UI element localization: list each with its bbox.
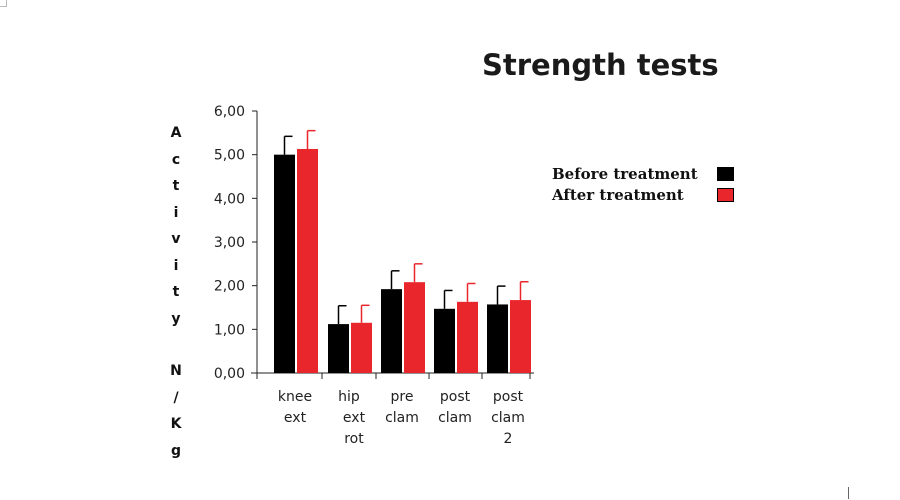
bar-after-1 — [351, 322, 372, 373]
y-tick-label: 4,00 — [214, 191, 245, 207]
y-label-letter: t — [172, 284, 180, 300]
y-label-letter: N — [170, 363, 182, 379]
y-tick-label: 5,00 — [214, 148, 245, 164]
chart-title: Strength tests — [482, 48, 719, 82]
x-category-label: ext — [284, 410, 307, 426]
x-category-label: pre — [391, 389, 414, 405]
bar-before-4 — [487, 304, 508, 373]
bar-after-4 — [510, 300, 531, 373]
bar-after-0 — [297, 148, 318, 373]
y-tick-label: 3,00 — [214, 235, 245, 251]
y-label-letter: y — [171, 310, 181, 327]
y-label-letter: / — [173, 389, 179, 406]
x-category-label: rot — [344, 431, 364, 447]
x-category-label: post — [440, 389, 471, 405]
y-tick-label: 1,00 — [214, 322, 245, 338]
y-tick-label: 6,00 — [214, 104, 245, 120]
legend-swatch — [717, 166, 734, 181]
legend: Before treatment After treatment — [552, 163, 734, 205]
bar-after-2 — [404, 282, 425, 373]
legend-label: Before treatment — [552, 164, 698, 183]
x-category-label: post — [493, 389, 524, 405]
y-label-letter: t — [172, 178, 180, 194]
legend-swatch — [717, 187, 734, 202]
y-tick-label: 2,00 — [214, 279, 245, 295]
y-label-letter: c — [171, 151, 181, 168]
x-category-label: ext — [343, 410, 366, 426]
y-label-letter: i — [173, 204, 179, 221]
legend-item: After treatment — [552, 184, 734, 205]
legend-label: After treatment — [552, 185, 684, 204]
y-label-letter: A — [170, 125, 182, 141]
x-category-label: clam — [491, 410, 525, 426]
y-label-letter: v — [171, 231, 181, 247]
text-cursor — [848, 487, 849, 499]
x-category-label: clam — [438, 410, 472, 426]
x-category-label: knee — [278, 389, 312, 405]
legend-item: Before treatment — [552, 163, 734, 184]
bar-before-1 — [328, 324, 349, 373]
x-category-label: clam — [385, 410, 419, 426]
y-label-letter: i — [173, 257, 179, 274]
x-category-label: 2 — [504, 431, 513, 447]
x-category-label: hip — [338, 389, 360, 405]
bar-before-0 — [274, 154, 295, 373]
y-label-letter: K — [170, 416, 182, 432]
bar-before-3 — [434, 308, 455, 373]
bar-before-2 — [381, 289, 402, 373]
corner-marker — [0, 0, 7, 7]
bar-after-3 — [457, 301, 478, 373]
y-tick-label: 0,00 — [214, 366, 245, 382]
y-label-letter: g — [170, 442, 182, 459]
